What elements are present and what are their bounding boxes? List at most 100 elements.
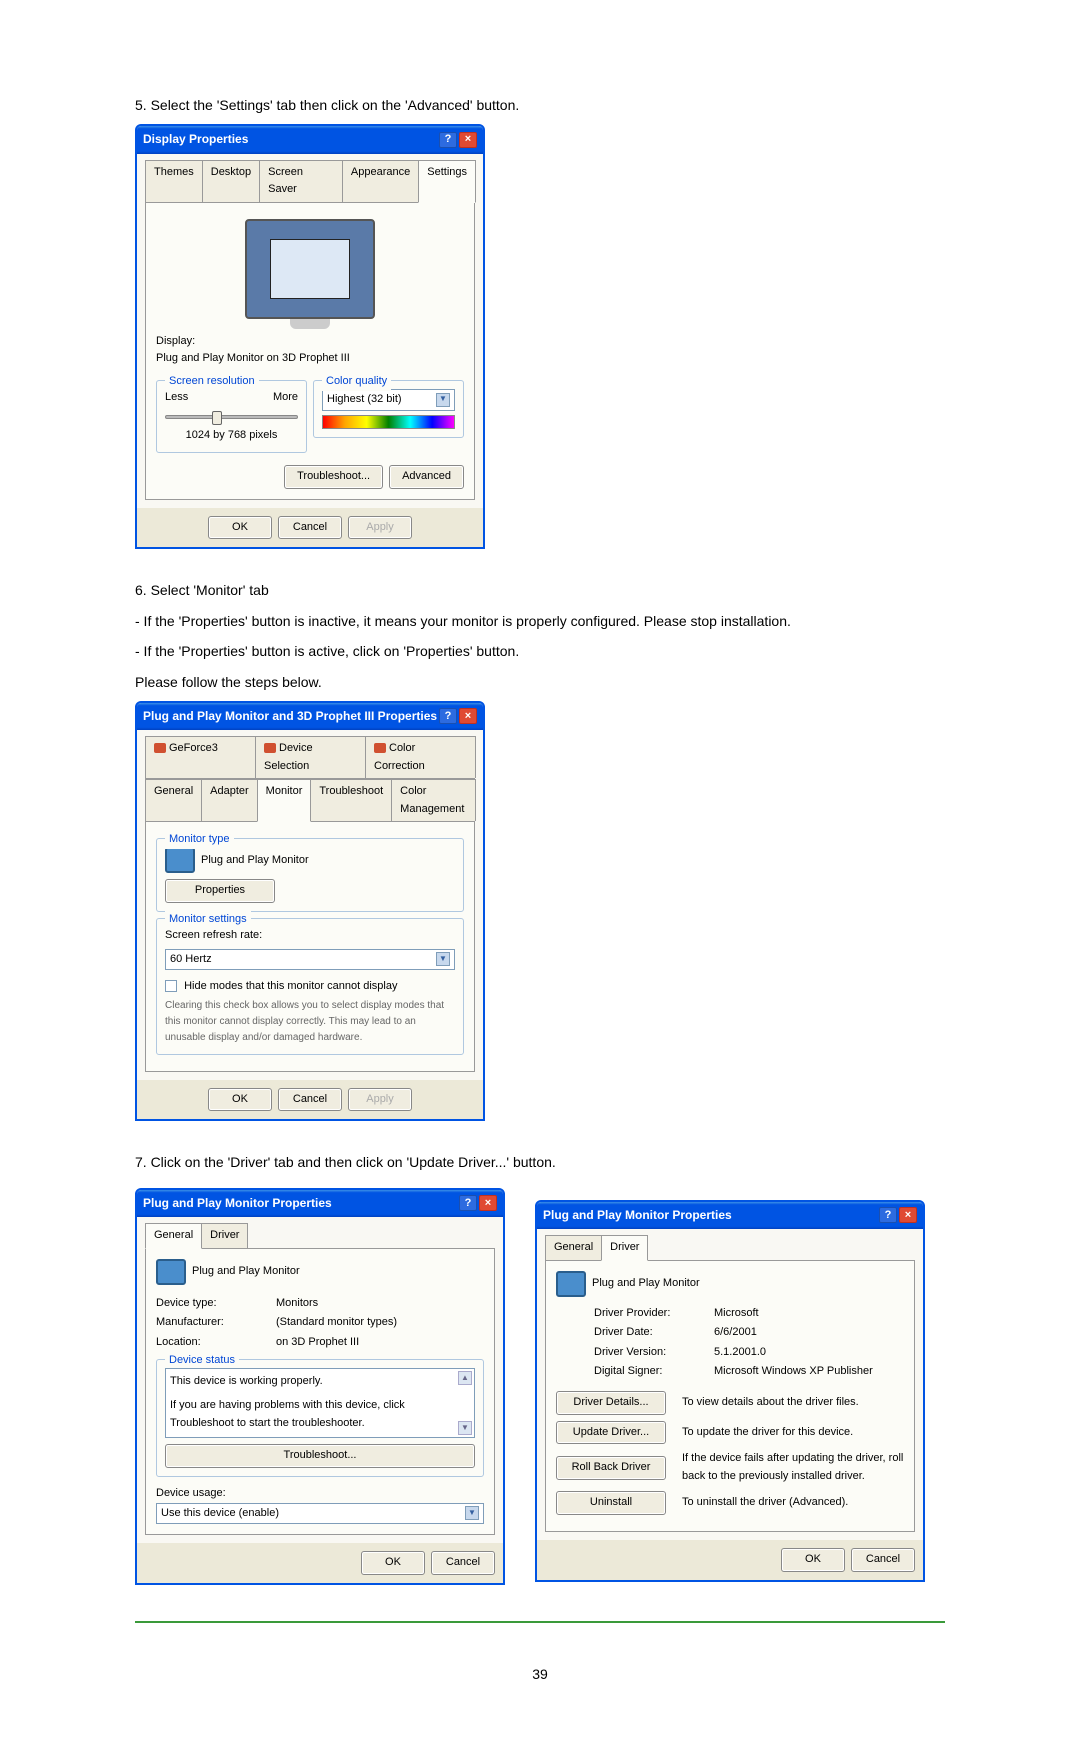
refresh-rate-value: 60 Hertz [170,951,212,969]
provider-val: Microsoft [714,1305,759,1323]
monitor-properties-dialog: Plug and Play Monitor and 3D Prophet III… [135,701,485,1122]
scroll-up-icon[interactable]: ▲ [458,1371,472,1385]
refresh-rate-label: Screen refresh rate: [165,927,455,945]
page-number: 39 [135,1663,945,1685]
device-status-legend: Device status [165,1352,239,1370]
help-icon[interactable]: ? [439,708,457,724]
hide-modes-desc: Clearing this check box allows you to se… [165,998,455,1046]
tab-settings[interactable]: Settings [418,160,476,203]
pnp-monitor-driver-dialog: Plug and Play Monitor Properties ? × Gen… [535,1200,925,1582]
signer-key: Digital Signer: [594,1363,714,1381]
resolution-value: 1024 by 768 pixels [165,427,298,445]
hide-modes-label: Hide modes that this monitor cannot disp… [184,980,397,992]
tab-troubleshoot[interactable]: Troubleshoot [310,779,392,821]
cancel-button[interactable]: Cancel [851,1548,915,1572]
monitor-icon [165,847,195,873]
device-usage-value: Use this device (enable) [161,1505,279,1523]
apply-button[interactable]: Apply [348,516,412,540]
date-key: Driver Date: [594,1324,714,1342]
tab-general[interactable]: General [145,779,202,821]
update-driver-desc: To update the driver for this device. [672,1424,904,1442]
resolution-slider[interactable] [165,415,298,419]
rollback-driver-desc: If the device fails after updating the d… [672,1450,904,1485]
titlebar: Plug and Play Monitor Properties ? × [537,1202,923,1229]
screen-res-legend: Screen resolution [165,373,259,391]
close-icon[interactable]: × [459,132,477,148]
ok-button[interactable]: OK [361,1551,425,1575]
properties-button[interactable]: Properties [165,879,275,903]
tab-color-mgmt[interactable]: Color Management [391,779,476,821]
tab-geforce3[interactable]: GeForce3 [145,736,256,778]
tab-driver[interactable]: Driver [601,1235,648,1261]
instruction-step6: 6. Select 'Monitor' tab [135,579,945,601]
close-icon[interactable]: × [479,1195,497,1211]
help-icon[interactable]: ? [439,132,457,148]
help-icon[interactable]: ? [879,1207,897,1223]
device-name: Plug and Play Monitor [592,1275,700,1293]
tab-general[interactable]: General [545,1235,602,1260]
instruction-step7: 7. Click on the 'Driver' tab and then cl… [135,1151,945,1173]
version-key: Driver Version: [594,1344,714,1362]
display-properties-dialog: Display Properties ? × Themes Desktop Sc… [135,124,485,549]
cancel-button[interactable]: Cancel [431,1551,495,1575]
ok-button[interactable]: OK [781,1548,845,1572]
cancel-button[interactable]: Cancel [278,516,342,540]
color-quality-legend: Color quality [322,373,391,391]
ok-button[interactable]: OK [208,516,272,540]
tabs: Themes Desktop Screen Saver Appearance S… [145,160,475,203]
monitor-type-value: Plug and Play Monitor [201,852,309,870]
instruction-step5: 5. Select the 'Settings' tab then click … [135,94,945,116]
apply-button[interactable]: Apply [348,1088,412,1112]
tab-appearance[interactable]: Appearance [342,160,419,202]
tab-screensaver[interactable]: Screen Saver [259,160,343,202]
device-usage-select[interactable]: Use this device (enable) ▼ [156,1503,484,1525]
tab-color-correction[interactable]: Color Correction [365,736,476,778]
close-icon[interactable]: × [899,1207,917,1223]
manuf-key: Manufacturer: [156,1314,276,1332]
dialog-title: Plug and Play Monitor Properties [143,1194,332,1213]
instruction-step6a: - If the 'Properties' button is inactive… [135,610,945,632]
status-line1: This device is working properly. [170,1373,470,1391]
nvidia-icon [374,743,386,753]
color-bar-icon [322,415,455,429]
troubleshoot-button[interactable]: Troubleshoot... [165,1444,475,1468]
chevron-down-icon: ▼ [465,1506,479,1520]
nvidia-icon [264,743,276,753]
dialog-title: Plug and Play Monitor and 3D Prophet III… [143,707,437,726]
uninstall-button[interactable]: Uninstall [556,1491,666,1515]
tab-desktop[interactable]: Desktop [202,160,260,202]
loc-val: on 3D Prophet III [276,1334,359,1352]
less-label: Less [165,389,188,407]
advanced-button[interactable]: Advanced [389,465,464,489]
tab-themes[interactable]: Themes [145,160,203,202]
manuf-val: (Standard monitor types) [276,1314,397,1332]
rollback-driver-button[interactable]: Roll Back Driver [556,1456,666,1480]
update-driver-button[interactable]: Update Driver... [556,1421,666,1445]
status-line2: If you are having problems with this dev… [170,1397,470,1432]
color-quality-select[interactable]: Highest (32 bit) ▼ [322,389,455,411]
hide-modes-checkbox[interactable] [165,980,177,992]
troubleshoot-button[interactable]: Troubleshoot... [284,465,383,489]
tab-general[interactable]: General [145,1223,202,1249]
tab-monitor[interactable]: Monitor [257,779,312,822]
tab-adapter[interactable]: Adapter [201,779,258,821]
driver-details-button[interactable]: Driver Details... [556,1391,666,1415]
device-status-text: This device is working properly. If you … [165,1368,475,1438]
uninstall-desc: To uninstall the driver (Advanced). [672,1494,904,1512]
ok-button[interactable]: OK [208,1088,272,1112]
divider [135,1621,945,1623]
monitor-preview-icon [245,219,375,319]
tab-driver[interactable]: Driver [201,1223,248,1248]
display-value: Plug and Play Monitor on 3D Prophet III [156,350,464,368]
tab-device-selection[interactable]: Device Selection [255,736,366,778]
nvidia-icon [154,743,166,753]
refresh-rate-select[interactable]: 60 Hertz ▼ [165,949,455,971]
scroll-down-icon[interactable]: ▼ [458,1421,472,1435]
devtype-key: Device type: [156,1295,276,1313]
cancel-button[interactable]: Cancel [278,1088,342,1112]
device-name: Plug and Play Monitor [192,1263,300,1281]
close-icon[interactable]: × [459,708,477,724]
chevron-down-icon: ▼ [436,952,450,966]
help-icon[interactable]: ? [459,1195,477,1211]
dialog-title: Display Properties [143,130,248,149]
